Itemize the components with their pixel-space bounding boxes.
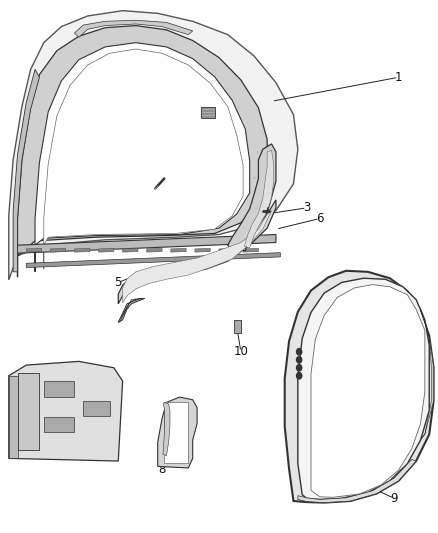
Polygon shape bbox=[13, 69, 39, 272]
Polygon shape bbox=[164, 402, 188, 463]
Polygon shape bbox=[243, 248, 258, 252]
Polygon shape bbox=[118, 298, 145, 322]
Polygon shape bbox=[9, 11, 298, 280]
Polygon shape bbox=[74, 20, 193, 37]
Polygon shape bbox=[26, 248, 42, 252]
Text: 6: 6 bbox=[316, 212, 324, 225]
Polygon shape bbox=[158, 397, 197, 468]
Text: 3: 3 bbox=[303, 201, 310, 214]
Circle shape bbox=[297, 373, 302, 379]
Polygon shape bbox=[285, 271, 434, 503]
Polygon shape bbox=[9, 376, 18, 458]
Polygon shape bbox=[201, 107, 215, 118]
Polygon shape bbox=[44, 381, 74, 397]
Polygon shape bbox=[147, 248, 162, 252]
Text: 1: 1 bbox=[395, 71, 403, 84]
Polygon shape bbox=[234, 320, 241, 333]
Polygon shape bbox=[9, 361, 123, 461]
Text: 2: 2 bbox=[171, 177, 179, 190]
Polygon shape bbox=[50, 248, 66, 252]
Polygon shape bbox=[123, 211, 272, 303]
Polygon shape bbox=[118, 298, 145, 322]
Polygon shape bbox=[171, 248, 186, 252]
Polygon shape bbox=[44, 49, 243, 269]
Polygon shape bbox=[35, 43, 250, 272]
Polygon shape bbox=[195, 248, 210, 252]
Polygon shape bbox=[311, 285, 425, 497]
Polygon shape bbox=[219, 248, 234, 252]
Polygon shape bbox=[118, 200, 276, 304]
Text: 9: 9 bbox=[390, 492, 398, 505]
Polygon shape bbox=[18, 26, 267, 277]
Polygon shape bbox=[74, 248, 90, 252]
Polygon shape bbox=[123, 248, 138, 252]
Polygon shape bbox=[244, 150, 274, 248]
Polygon shape bbox=[26, 253, 280, 268]
Polygon shape bbox=[18, 235, 276, 253]
Polygon shape bbox=[228, 144, 276, 251]
Circle shape bbox=[297, 365, 302, 371]
Polygon shape bbox=[18, 373, 39, 450]
Text: 10: 10 bbox=[233, 345, 248, 358]
Text: 7: 7 bbox=[18, 439, 26, 451]
Circle shape bbox=[297, 349, 302, 355]
Polygon shape bbox=[298, 278, 429, 499]
Polygon shape bbox=[420, 310, 434, 440]
Polygon shape bbox=[163, 402, 170, 456]
Text: 5: 5 bbox=[115, 276, 122, 289]
Text: 8: 8 bbox=[159, 463, 166, 475]
Polygon shape bbox=[298, 459, 416, 503]
Text: 4: 4 bbox=[228, 106, 236, 118]
Circle shape bbox=[297, 357, 302, 363]
Polygon shape bbox=[99, 248, 114, 252]
Polygon shape bbox=[83, 401, 110, 416]
Polygon shape bbox=[44, 417, 74, 432]
